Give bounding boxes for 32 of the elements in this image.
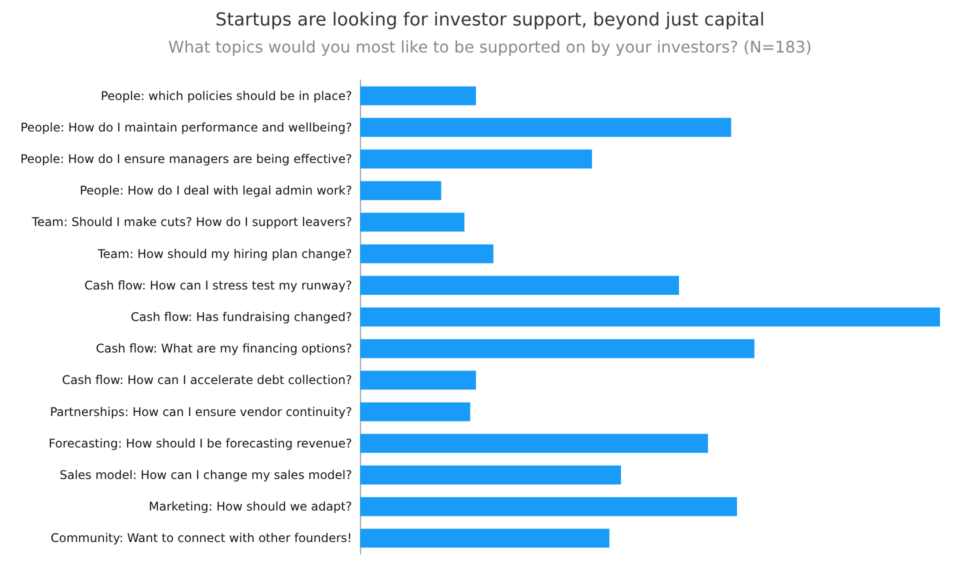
y-tick-label: People: How do I deal with legal admin work? bbox=[80, 184, 352, 198]
bar bbox=[360, 497, 737, 516]
bar bbox=[360, 181, 442, 200]
bar bbox=[360, 118, 732, 137]
bar bbox=[360, 370, 476, 390]
bar bbox=[360, 466, 621, 484]
bar bbox=[360, 308, 940, 326]
y-tick-label: Team: How should my hiring plan change? bbox=[96, 246, 352, 261]
y-tick-label: Forecasting: How should I be forecasting revenue? bbox=[48, 436, 352, 450]
y-tick-label: Team: Should I make cuts? How do I support leavers? bbox=[30, 215, 352, 230]
y-tick-label: Partnerships: How can I ensure vendor continuity? bbox=[50, 404, 352, 419]
y-tick-label: People: How do I maintain performance and wellbeing? bbox=[20, 120, 352, 134]
bar bbox=[360, 244, 494, 264]
chart-subtitle: What topics would you most like to be supported on by your investors? (N=183) bbox=[168, 38, 812, 56]
bar bbox=[360, 528, 610, 548]
bar bbox=[360, 276, 679, 295]
bar bbox=[360, 86, 476, 106]
y-tick-label: Community: Want to connect with other founders! bbox=[50, 531, 352, 546]
y-tick-label: Marketing: How should we adapt? bbox=[148, 500, 352, 514]
bar bbox=[360, 150, 592, 168]
y-tick-label: Cash flow: How can I accelerate debt collection? bbox=[62, 373, 352, 388]
y-tick-label: Cash flow: What are my financing options? bbox=[96, 342, 352, 356]
chart-title: Startups are looking for investor support, beyond just capital bbox=[215, 10, 765, 30]
y-tick-label: People: which policies should be in place? bbox=[100, 88, 352, 103]
y-tick-label: Sales model: How can I change my sales model? bbox=[60, 468, 352, 482]
y-tick-label: Cash flow: How can I stress test my runway? bbox=[84, 278, 352, 292]
bar bbox=[360, 434, 708, 453]
y-tick-label: Cash flow: Has fundraising changed? bbox=[130, 310, 352, 324]
bar bbox=[360, 339, 754, 358]
y-tick-label: People: How do I ensure managers are being effective? bbox=[20, 152, 352, 166]
bar bbox=[360, 212, 464, 232]
bar bbox=[360, 402, 470, 422]
